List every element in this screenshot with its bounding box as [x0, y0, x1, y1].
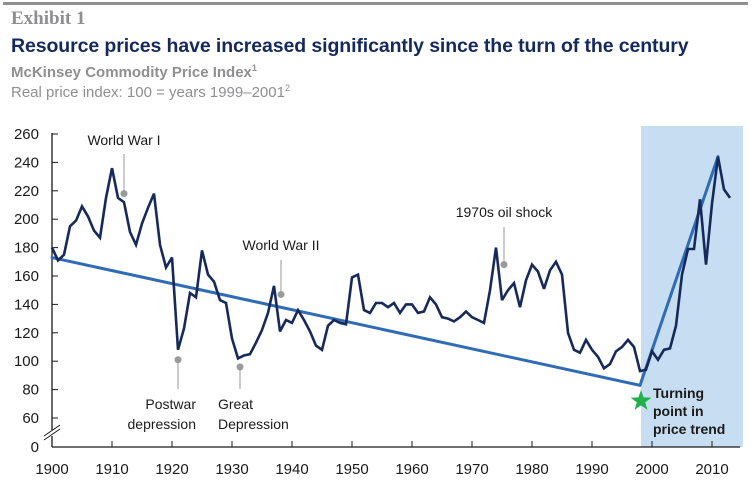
y-tick-label: 260 [14, 126, 39, 143]
highlight-region [641, 126, 743, 447]
annotation-dot [500, 261, 508, 269]
y-tick-label: 120 [14, 325, 39, 342]
y-tick-label: 80 [22, 382, 39, 399]
chart-title: Resource prices have increased significa… [11, 35, 689, 57]
x-tick-label: 1930 [215, 461, 248, 478]
y-tick-label: 140 [14, 296, 39, 313]
x-tick-label: 1990 [575, 461, 608, 478]
x-tick-label: 2000 [635, 461, 668, 478]
units-text: Real price index: 100 = years 1999–2001 [11, 84, 285, 101]
chart-units: Real price index: 100 = years 1999–20012 [11, 83, 290, 101]
y-tick-label: 240 [14, 154, 39, 171]
annotation-turning-point: Turning [653, 385, 704, 401]
annotation-turning-point: point in [653, 403, 704, 419]
y-tick-label: 160 [14, 268, 39, 285]
turning-point-trend-line [638, 155, 720, 387]
x-tick-label: 1920 [155, 461, 188, 478]
subtitle-text: McKinsey Commodity Price Index [11, 64, 252, 81]
annotation-1970s-oil-shock: 1970s oil shock [456, 204, 554, 220]
star-icon [630, 390, 652, 410]
axis-break-mark [43, 428, 61, 441]
x-tick-label: 1950 [335, 461, 368, 478]
annotation-turning-point: price trend [653, 421, 725, 437]
x-tick-label: 2010 [695, 461, 728, 478]
annotation-dot [277, 290, 285, 298]
x-tick-label: 1980 [515, 461, 548, 478]
x-tick-label: 1900 [35, 461, 68, 478]
annotation-postwar-depression: Postwar [145, 396, 196, 412]
x-tick-label: 1940 [275, 461, 308, 478]
chart-subtitle: McKinsey Commodity Price Index1 [11, 63, 257, 81]
exhibit-label: Exhibit 1 [11, 8, 86, 29]
axis-break-mark [43, 424, 61, 437]
annotation-postwar-depression: depression [128, 416, 197, 432]
annotation-great-depression: Great [218, 396, 253, 412]
price-index-line [50, 156, 732, 373]
y-tick-label: 0 [31, 439, 39, 456]
annotation-world-war-i: World War I [87, 132, 160, 148]
footnote-1: 1 [251, 63, 257, 73]
y-tick-label: 180 [14, 240, 39, 257]
y-tick-label: 100 [14, 353, 39, 370]
y-tick-label: 60 [22, 410, 39, 427]
top-rule [3, 2, 748, 5]
annotation-world-war-ii: World War II [242, 237, 319, 253]
x-tick-label: 1910 [95, 461, 128, 478]
annotation-dot [120, 190, 128, 198]
x-tick-label: 1970 [455, 461, 488, 478]
y-tick-label: 220 [14, 183, 39, 200]
y-tick-label: 200 [14, 211, 39, 228]
x-tick-label: 1960 [395, 461, 428, 478]
footnote-2: 2 [284, 83, 290, 93]
annotation-great-depression: Depression [218, 416, 289, 432]
